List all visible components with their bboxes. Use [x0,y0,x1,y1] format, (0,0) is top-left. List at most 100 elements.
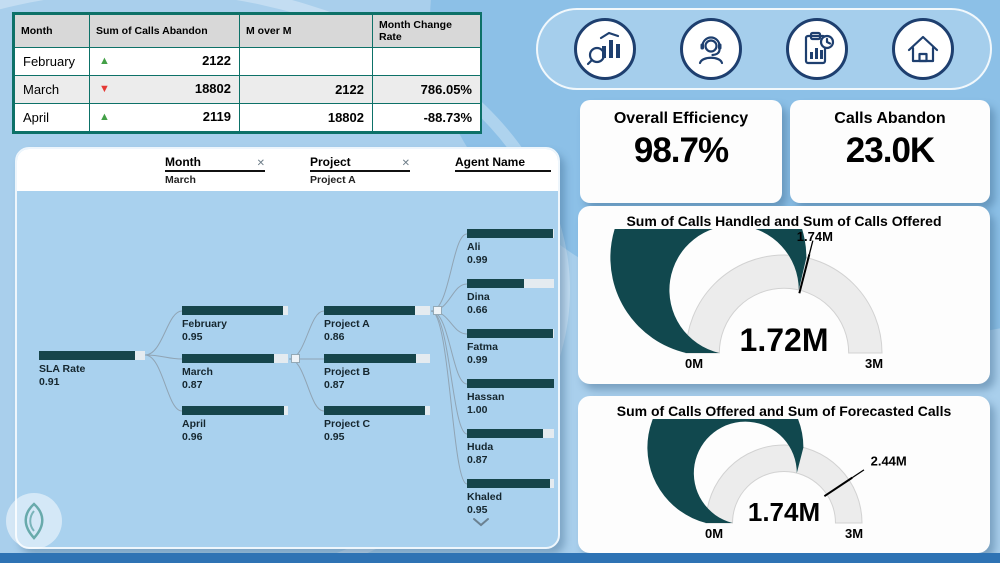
svg-text:1.74M: 1.74M [748,497,820,527]
logo-watermark [6,493,62,549]
tree-node-march[interactable]: March 0.87 [182,354,300,391]
table-row[interactable]: February 2122 [14,47,481,76]
tree-node-khaled[interactable]: Khaled 0.95 [467,479,554,516]
tree-node-fatma[interactable]: Fatma 0.99 [467,329,554,366]
tree-node-value: 1.00 [467,403,488,416]
tree-node-april[interactable]: April 0.96 [182,406,288,443]
kpi-title: Calls Abandon [834,110,946,127]
expand-handle[interactable] [291,354,300,363]
tree-bar[interactable] [467,479,554,488]
leaf-logo-icon [24,502,44,540]
tree-node-value: 0.96 [182,430,203,443]
gauge-card-handled-vs-offered[interactable]: Sum of Calls Handled and Sum of Calls Of… [578,206,990,384]
gauge-chart[interactable]: 2.44M 1.74M 0M 3M [586,419,982,541]
tree-bar[interactable] [467,229,554,238]
field-selected-value: Project A [310,174,356,186]
kpi-value: 23.0K [845,131,935,170]
col-header-mom[interactable]: M over M [239,14,373,48]
table-row[interactable]: March 18802 2122 786.05% [14,75,481,104]
field-selected-value: March [165,174,196,186]
tree-bar[interactable] [324,306,442,315]
scroll-down-chevron-icon[interactable] [472,517,490,527]
trend-down-icon [99,81,110,98]
tree-node-value: 0.91 [39,375,60,388]
tree-node-root[interactable]: SLA Rate 0.91 [39,351,145,388]
cell-mom: 2122 [239,75,373,104]
tree-bar[interactable] [182,354,300,363]
remove-level-icon[interactable]: ✕ [256,158,265,169]
field-label: Agent Name [455,155,526,169]
tree-node-label: February [182,318,227,330]
tree-field-project[interactable]: Project ✕ Project A [310,155,410,186]
tree-bar[interactable] [182,306,288,315]
gauge-card-offered-vs-forecast[interactable]: Sum of Calls Offered and Sum of Forecast… [578,396,990,553]
tree-node-value: 0.66 [467,303,488,316]
tree-node-value: 0.95 [467,503,488,516]
cell-rate: -88.73% [372,103,481,132]
trend-up-icon [99,109,110,126]
cell-mom: 18802 [239,103,373,132]
tree-node-value: 0.86 [324,330,345,343]
kpi-card-overall-efficiency[interactable]: Overall Efficiency 98.7% [580,100,782,203]
svg-text:0M: 0M [685,356,703,371]
svg-text:2.44M: 2.44M [871,453,907,468]
nav-bar [536,8,992,90]
tree-node-huda[interactable]: Huda 0.87 [467,429,554,466]
tree-node-value: 0.95 [182,330,203,343]
home-button[interactable] [892,18,954,80]
tree-node-label: Project B [324,366,371,378]
analytics-search-button[interactable] [574,18,636,80]
tree-bar[interactable] [467,429,554,438]
tree-bar[interactable] [324,354,430,363]
tree-node-ali[interactable]: Ali 0.99 [467,229,554,266]
tree-node-label: SLA Rate [39,363,86,375]
tree-field-agent[interactable]: Agent Name [455,155,551,172]
remove-level-icon[interactable]: ✕ [401,158,410,169]
kpi-value: 98.7% [633,131,729,170]
support-agent-icon [698,36,724,65]
tree-bar[interactable] [467,329,554,338]
tree-node-label: April [182,418,206,430]
cell-month: February [14,47,90,76]
tree-field-month[interactable]: Month ✕ March [165,155,265,186]
decomposition-tree-visual[interactable]: Month ✕ March Project ✕ Project A Agent Na… [15,147,560,549]
tree-node-project-a[interactable]: Project A 0.86 [324,306,442,343]
col-header-month[interactable]: Month [14,14,90,48]
tree-node-project-c[interactable]: Project C 0.95 [324,406,430,443]
col-header-rate[interactable]: Month Change Rate [372,14,481,48]
tree-bar[interactable] [467,379,554,388]
tree-bar[interactable] [182,406,288,415]
field-label: Project [310,155,351,169]
tree-node-project-b[interactable]: Project B 0.87 [324,354,430,391]
mom-table: Month Sum of Calls Abandon M over M Mont… [14,14,481,132]
gauge-title: Sum of Calls Handled and Sum of Calls Of… [626,213,942,229]
tree-node-label: Fatma [467,341,498,353]
table-row[interactable]: April 2119 18802 -88.73% [14,103,481,132]
tree-bar[interactable] [39,351,145,360]
tree-node-hassan[interactable]: Hassan 1.00 [467,379,554,416]
svg-text:1.72M: 1.72M [740,322,829,358]
cell-month: April [14,103,90,132]
tree-node-label: Project C [324,418,371,430]
support-agent-button[interactable] [680,18,742,80]
bottom-accent-bar [0,553,1000,563]
kpi-card-calls-abandon[interactable]: Calls Abandon 23.0K [790,100,990,203]
field-label: Month [165,155,201,169]
svg-text:3M: 3M [865,356,883,371]
tree-node-label: March [182,366,213,378]
tree-node-february[interactable]: February 0.95 [182,306,288,343]
mom-table-visual[interactable]: Month Sum of Calls Abandon M over M Mont… [12,12,482,134]
expand-handle[interactable] [433,306,442,315]
col-header-abandon[interactable]: Sum of Calls Abandon [89,14,240,48]
cell-rate: 786.05% [372,75,481,104]
gauge-chart[interactable]: 1.74M 1.72M 0M 3M [586,229,982,371]
tree-node-dina[interactable]: Dina 0.66 [467,279,554,316]
svg-text:1.74M: 1.74M [797,229,833,244]
tree-node-label: Project A [324,318,370,330]
tree-bar[interactable] [324,406,430,415]
home-icon [907,35,939,63]
tree-bar[interactable] [467,279,554,288]
cell-mom [239,47,373,76]
report-button[interactable] [786,18,848,80]
